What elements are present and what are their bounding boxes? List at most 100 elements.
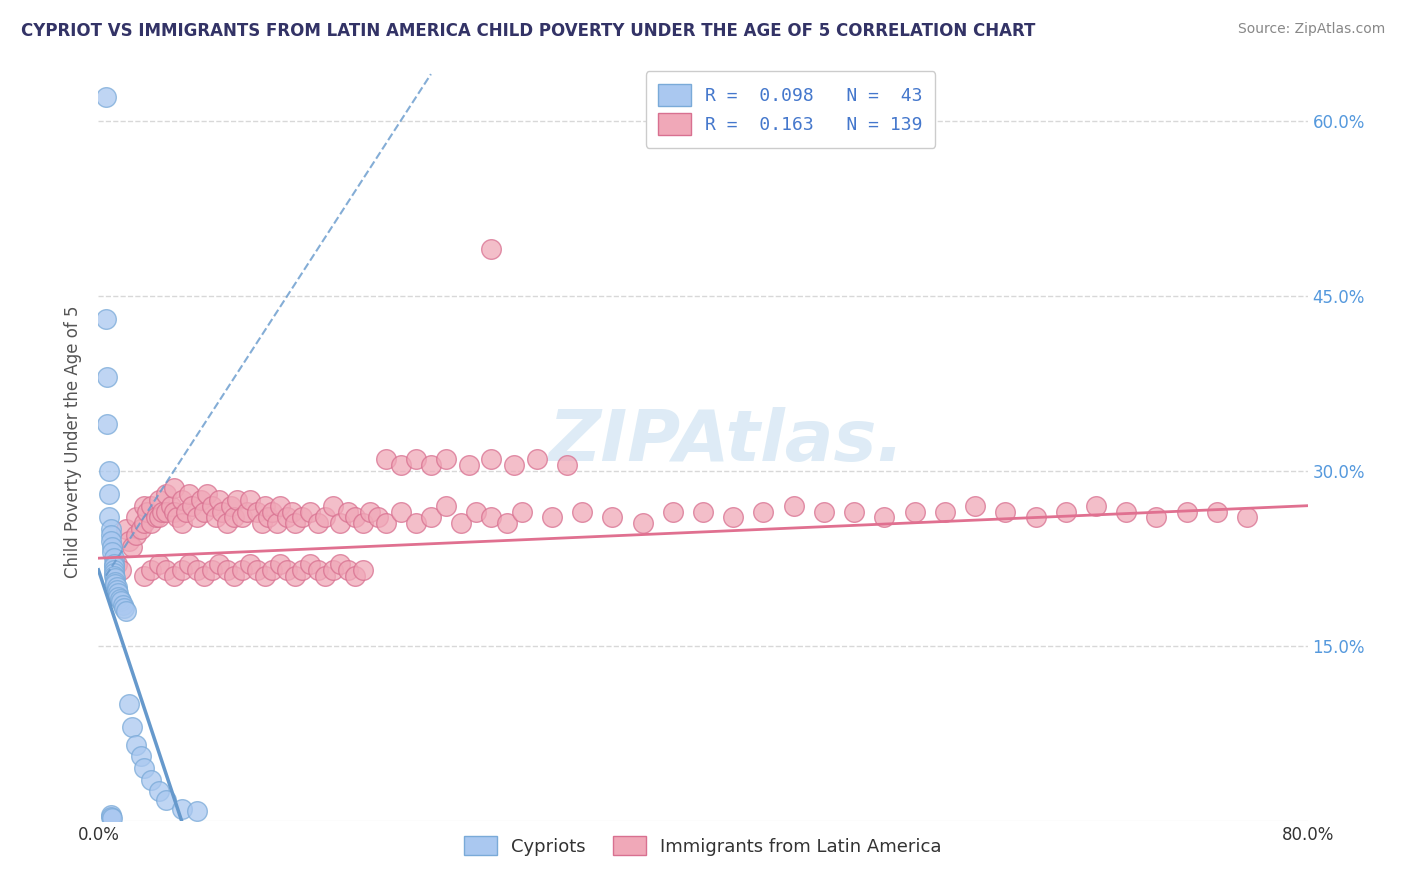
Point bbox=[160, 499, 183, 513]
Point bbox=[201, 563, 224, 577]
Point bbox=[148, 510, 170, 524]
Point bbox=[104, 574, 127, 589]
Point bbox=[253, 499, 276, 513]
Point bbox=[904, 113, 927, 128]
Point bbox=[141, 772, 163, 787]
Point bbox=[389, 458, 412, 472]
Point bbox=[495, 516, 517, 531]
Point bbox=[125, 738, 148, 752]
Point bbox=[231, 510, 253, 524]
Point bbox=[344, 510, 367, 524]
Point bbox=[1236, 510, 1258, 524]
Point bbox=[224, 510, 246, 524]
Point bbox=[1054, 504, 1077, 518]
Point bbox=[215, 516, 238, 531]
Point bbox=[661, 504, 683, 518]
Point bbox=[105, 557, 128, 571]
Point bbox=[118, 533, 141, 548]
Point bbox=[752, 504, 775, 518]
Point bbox=[631, 516, 654, 531]
Point bbox=[155, 487, 177, 501]
Point bbox=[1115, 504, 1137, 518]
Point bbox=[965, 499, 987, 513]
Point bbox=[98, 510, 121, 524]
Point bbox=[107, 586, 129, 600]
Point bbox=[155, 563, 177, 577]
Point bbox=[132, 761, 155, 775]
Point bbox=[1024, 510, 1046, 524]
Point bbox=[155, 792, 177, 806]
Point bbox=[110, 563, 132, 577]
Point bbox=[723, 510, 745, 524]
Point bbox=[450, 516, 472, 531]
Point bbox=[873, 510, 896, 524]
Point bbox=[201, 499, 224, 513]
Point bbox=[250, 516, 273, 531]
Point bbox=[307, 563, 329, 577]
Point bbox=[186, 805, 208, 819]
Point bbox=[101, 545, 124, 559]
Point bbox=[163, 481, 186, 495]
Point bbox=[163, 568, 186, 582]
Point bbox=[103, 566, 125, 581]
Point bbox=[100, 522, 122, 536]
Point bbox=[94, 312, 117, 326]
Point bbox=[104, 571, 127, 585]
Point bbox=[352, 563, 374, 577]
Point bbox=[420, 458, 443, 472]
Point bbox=[434, 499, 457, 513]
Point bbox=[132, 516, 155, 531]
Point bbox=[239, 492, 262, 507]
Point bbox=[299, 557, 322, 571]
Point bbox=[284, 516, 307, 531]
Point bbox=[170, 516, 193, 531]
Point bbox=[269, 557, 291, 571]
Point bbox=[231, 563, 253, 577]
Point bbox=[114, 522, 136, 536]
Point bbox=[101, 811, 124, 825]
Point bbox=[284, 568, 307, 582]
Point bbox=[125, 528, 148, 542]
Point bbox=[108, 592, 131, 607]
Point bbox=[215, 563, 238, 577]
Point bbox=[344, 568, 367, 582]
Point bbox=[352, 516, 374, 531]
Point bbox=[235, 504, 257, 518]
Point bbox=[692, 504, 714, 518]
Point bbox=[322, 499, 344, 513]
Point bbox=[389, 504, 412, 518]
Point bbox=[262, 563, 284, 577]
Point bbox=[526, 452, 548, 467]
Point bbox=[360, 504, 382, 518]
Point bbox=[100, 533, 122, 548]
Text: CYPRIOT VS IMMIGRANTS FROM LATIN AMERICA CHILD POVERTY UNDER THE AGE OF 5 CORREL: CYPRIOT VS IMMIGRANTS FROM LATIN AMERICA… bbox=[21, 22, 1035, 40]
Point bbox=[112, 601, 135, 615]
Point bbox=[148, 557, 170, 571]
Point bbox=[107, 590, 129, 604]
Point bbox=[205, 510, 228, 524]
Point bbox=[148, 492, 170, 507]
Point bbox=[256, 510, 278, 524]
Point bbox=[186, 510, 208, 524]
Point bbox=[104, 577, 127, 591]
Point bbox=[457, 458, 479, 472]
Point bbox=[110, 594, 132, 608]
Point bbox=[571, 504, 593, 518]
Point bbox=[179, 487, 201, 501]
Point bbox=[98, 487, 121, 501]
Point bbox=[170, 802, 193, 816]
Point bbox=[481, 452, 503, 467]
Point bbox=[783, 499, 806, 513]
Point bbox=[98, 464, 121, 478]
Point bbox=[246, 563, 269, 577]
Point bbox=[166, 510, 188, 524]
Point bbox=[181, 499, 204, 513]
Point bbox=[163, 504, 186, 518]
Point bbox=[179, 557, 201, 571]
Point bbox=[299, 504, 322, 518]
Point bbox=[434, 452, 457, 467]
Point bbox=[934, 504, 956, 518]
Point bbox=[405, 452, 427, 467]
Point bbox=[141, 499, 163, 513]
Point bbox=[374, 452, 396, 467]
